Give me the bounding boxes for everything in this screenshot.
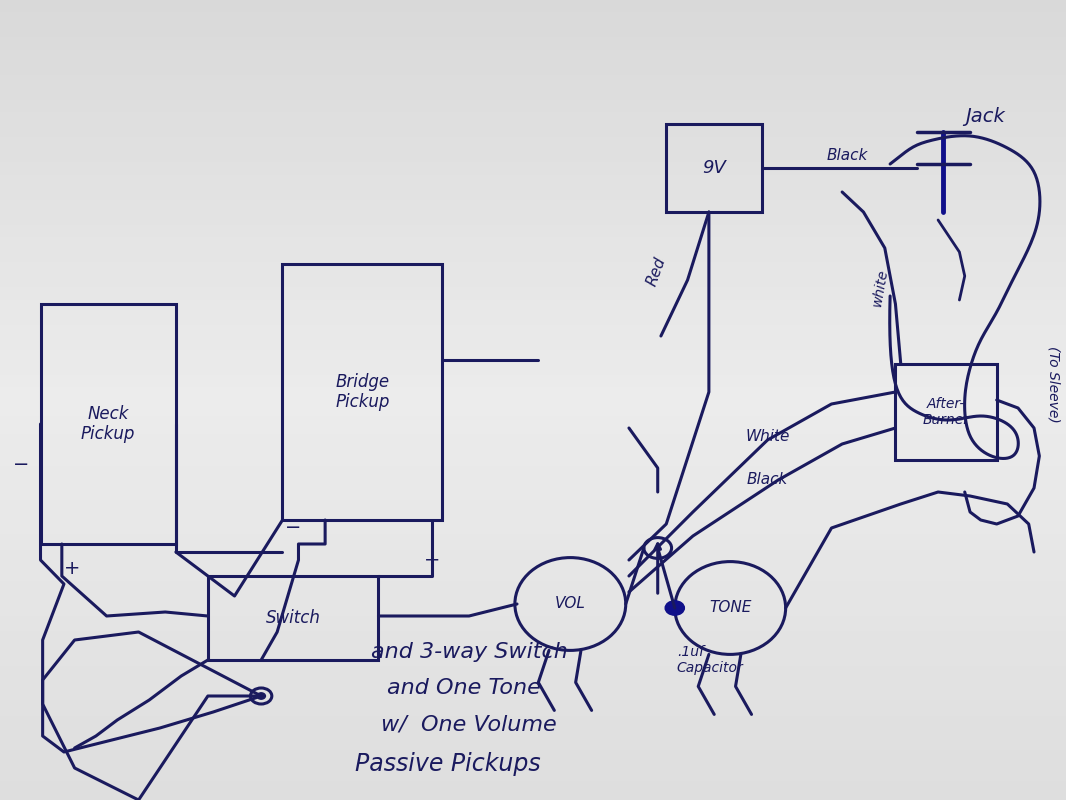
Text: Bridge
Pickup: Bridge Pickup <box>335 373 390 411</box>
Text: (To Sleeve): (To Sleeve) <box>1047 346 1061 422</box>
Text: −: − <box>13 454 30 474</box>
Text: Switch: Switch <box>265 609 321 627</box>
Text: Red: Red <box>644 255 668 289</box>
Bar <box>208 576 378 660</box>
Text: TONE: TONE <box>709 601 752 615</box>
Bar <box>895 364 997 460</box>
Text: 9V: 9V <box>702 159 726 177</box>
Text: Jack: Jack <box>965 106 1004 126</box>
Text: Passive Pickups: Passive Pickups <box>355 752 540 776</box>
Bar <box>666 124 762 212</box>
Text: Black: Black <box>747 473 788 487</box>
Bar <box>41 304 176 544</box>
Circle shape <box>665 601 684 615</box>
Text: −: − <box>285 518 302 538</box>
Text: Neck
Pickup: Neck Pickup <box>81 405 135 443</box>
Text: white: white <box>870 268 890 308</box>
Text: +: + <box>423 550 440 570</box>
Text: and 3-way Switch: and 3-way Switch <box>371 642 567 662</box>
Text: VOL: VOL <box>555 597 585 611</box>
Circle shape <box>257 693 265 699</box>
Text: and One Tone: and One Tone <box>387 678 540 698</box>
Text: .1uf
Capacitor: .1uf Capacitor <box>677 645 744 675</box>
Bar <box>282 264 442 520</box>
Text: w/  One Volume: w/ One Volume <box>382 714 556 734</box>
Text: White: White <box>745 429 790 443</box>
Text: +: + <box>64 558 81 578</box>
Text: Black: Black <box>827 149 868 163</box>
Text: After-
Burner: After- Burner <box>922 397 970 427</box>
